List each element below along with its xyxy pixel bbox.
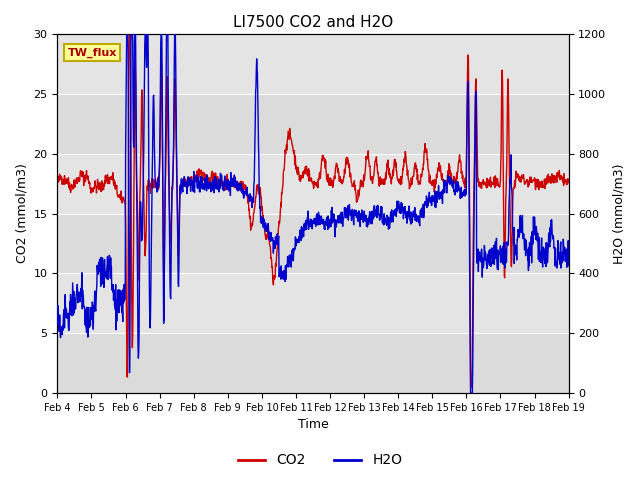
Text: TW_flux: TW_flux [68, 48, 117, 58]
Legend: CO2, H2O: CO2, H2O [232, 448, 408, 473]
Y-axis label: CO2 (mmol/m3): CO2 (mmol/m3) [15, 164, 28, 264]
Bar [58, 214, 568, 274]
Y-axis label: H2O (mmol/m3): H2O (mmol/m3) [612, 163, 625, 264]
Bar [58, 154, 568, 214]
X-axis label: Time: Time [298, 419, 328, 432]
Bar [58, 333, 568, 393]
Bar [58, 274, 568, 333]
Bar [58, 94, 568, 154]
Bar [58, 34, 568, 94]
Title: LI7500 CO2 and H2O: LI7500 CO2 and H2O [233, 15, 393, 30]
